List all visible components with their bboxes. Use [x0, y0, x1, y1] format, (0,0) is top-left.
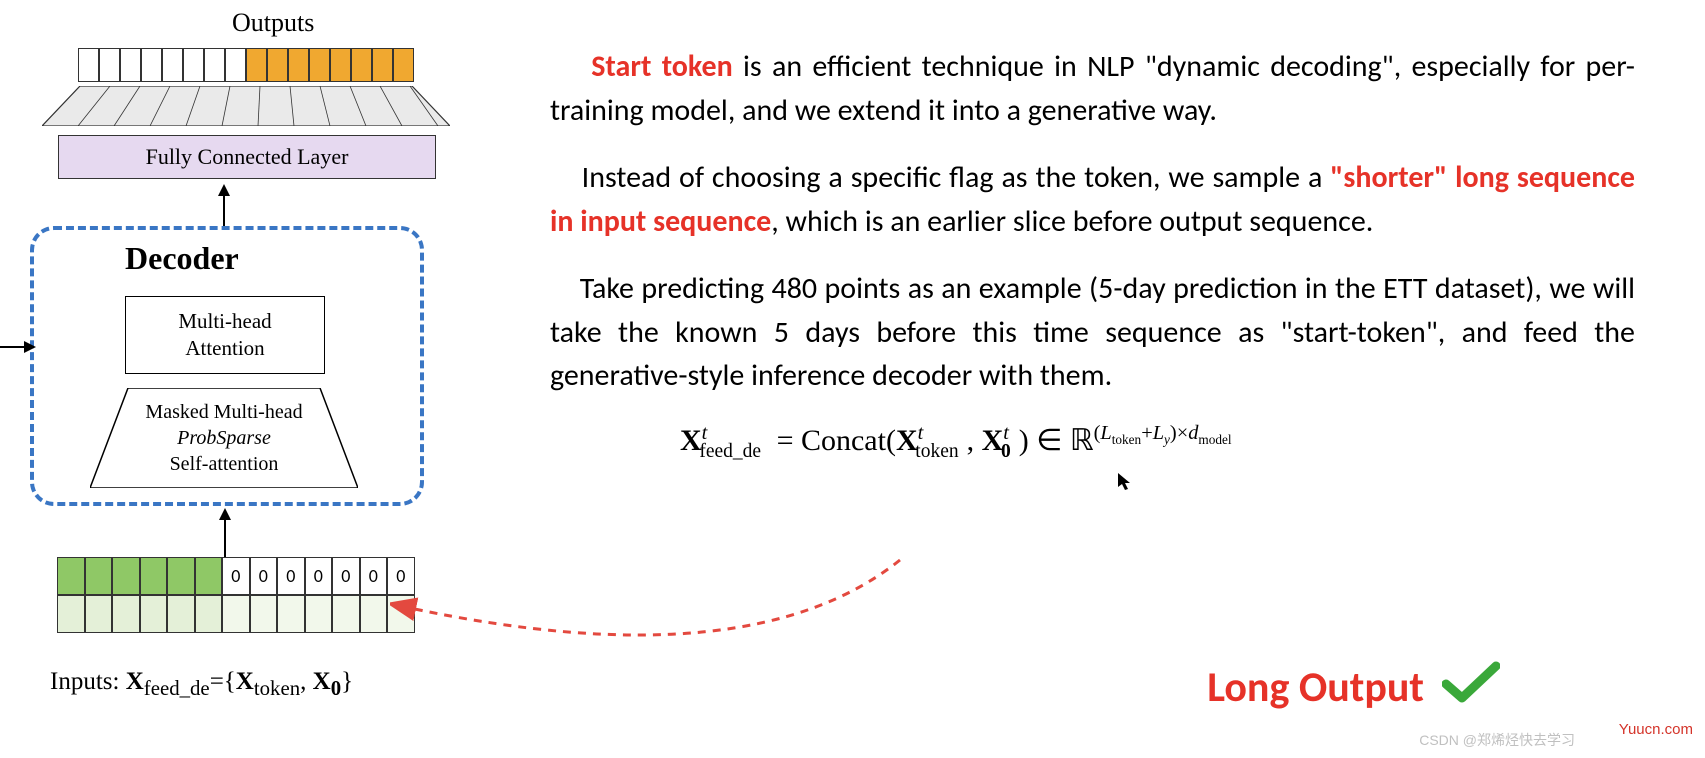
output-cells	[78, 48, 414, 82]
output-cell-filled	[393, 48, 414, 82]
input-cell-zero: 0	[222, 557, 250, 595]
output-cell-empty	[183, 48, 204, 82]
masked-probsparse-box: Masked Multi-head ProbSparse Self-attent…	[90, 388, 358, 488]
paragraph-2: Instead of choosing a specific flag as t…	[550, 156, 1635, 243]
input-cell-pos-pred	[250, 595, 278, 633]
input-cell-zero: 0	[277, 557, 305, 595]
paragraph-1: Start token is an efficient technique in…	[550, 45, 1635, 132]
input-cell-token	[195, 557, 223, 595]
formula: Xtfeed_de = Concat(Xttoken, Xt0) ∈ ℝ(Lto…	[680, 422, 1635, 463]
inputs-prefix: Inputs:	[50, 668, 126, 695]
long-output-text: Long Output	[1207, 662, 1424, 713]
input-cell-pos-token	[85, 595, 113, 633]
input-cell-zero: 0	[360, 557, 388, 595]
output-cell-empty	[120, 48, 141, 82]
long-output-label: Long Output	[1207, 657, 1500, 718]
output-cell-filled	[246, 48, 267, 82]
mouse-cursor-icon	[1118, 473, 1132, 496]
input-cell-zero: 0	[332, 557, 360, 595]
input-cell-token	[167, 557, 195, 595]
output-trapezoid	[42, 86, 450, 126]
input-cell-pos-pred	[360, 595, 388, 633]
output-cell-empty	[204, 48, 225, 82]
input-row-bottom	[57, 595, 415, 633]
output-cell-empty	[162, 48, 183, 82]
yuucn-watermark: Yuucn.com	[1619, 721, 1693, 738]
fc-layer-label: Fully Connected Layer	[146, 144, 349, 170]
text-panel: Start token is an efficient technique in…	[500, 0, 1705, 758]
multihead-attention-box: Multi-head Attention	[125, 296, 325, 374]
input-cell-zero: 0	[387, 557, 415, 595]
masked-line2: ProbSparse	[176, 427, 271, 449]
input-cell-pos-pred	[332, 595, 360, 633]
input-cell-pos-pred	[277, 595, 305, 633]
inputs-label: Inputs: Xfeed_de={Xtoken, X0}	[50, 668, 353, 701]
input-cell-zero: 0	[250, 557, 278, 595]
input-cell-pos-token	[57, 595, 85, 633]
mha-line2: Attention	[185, 335, 264, 362]
p2-post: , which is an earlier slice before outpu…	[771, 203, 1373, 240]
output-cell-filled	[288, 48, 309, 82]
masked-line1: Masked Multi-head	[145, 401, 302, 423]
input-cell-pos-pred	[387, 595, 415, 633]
checkmark-icon	[1442, 657, 1500, 718]
p2-pre: Instead of choosing a specific flag as t…	[582, 159, 1331, 196]
output-cell-empty	[99, 48, 120, 82]
start-token-highlight: Start token	[591, 48, 732, 85]
input-cell-pos-token	[112, 595, 140, 633]
masked-line3: Self-attention	[170, 453, 279, 475]
paragraph-3: Take predicting 480 points as an example…	[550, 267, 1635, 398]
output-cell-filled	[267, 48, 288, 82]
output-cell-filled	[330, 48, 351, 82]
input-row-top: 0000000	[57, 557, 415, 595]
input-cell-token	[112, 557, 140, 595]
input-cell-pos-token	[140, 595, 168, 633]
input-cell-token	[85, 557, 113, 595]
input-cell-pos-pred	[305, 595, 333, 633]
input-cell-pos-token	[195, 595, 223, 633]
input-cell-pos-pred	[222, 595, 250, 633]
outputs-label: Outputs	[232, 8, 314, 38]
output-cell-empty	[225, 48, 246, 82]
decoder-title: Decoder	[125, 240, 239, 277]
input-cell-zero: 0	[305, 557, 333, 595]
fc-layer: Fully Connected Layer	[58, 135, 436, 179]
output-cell-filled	[351, 48, 372, 82]
diagram-panel: Outputs Fully Connected Layer	[0, 0, 500, 758]
mha-line1: Multi-head	[178, 308, 271, 335]
input-cell-token	[57, 557, 85, 595]
input-cell-pos-token	[167, 595, 195, 633]
p3-text: Take predicting 480 points as an example…	[550, 270, 1635, 394]
output-cell-filled	[372, 48, 393, 82]
input-cell-token	[140, 557, 168, 595]
output-cell-empty	[78, 48, 99, 82]
output-cell-filled	[309, 48, 330, 82]
output-cell-empty	[141, 48, 162, 82]
arrow-into-decoder	[0, 330, 36, 365]
csdn-watermark: CSDN @郑烯烃快去学习	[1419, 730, 1575, 750]
